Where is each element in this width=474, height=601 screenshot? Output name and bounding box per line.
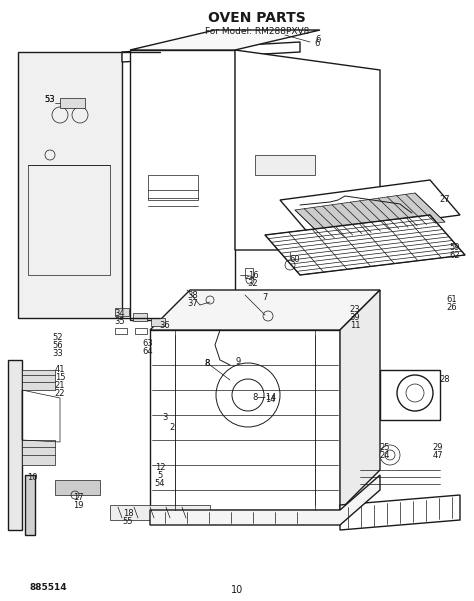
Text: 23: 23 xyxy=(350,305,360,314)
Polygon shape xyxy=(22,440,55,465)
Text: 8: 8 xyxy=(204,359,210,367)
Text: 32: 32 xyxy=(248,278,258,287)
Text: 8—14: 8—14 xyxy=(253,394,277,403)
Polygon shape xyxy=(150,330,340,510)
Bar xyxy=(133,313,147,321)
Bar xyxy=(255,155,315,175)
Polygon shape xyxy=(130,30,320,50)
Text: 15: 15 xyxy=(55,373,65,382)
Polygon shape xyxy=(130,50,235,320)
Text: 10: 10 xyxy=(231,585,243,595)
Text: 19: 19 xyxy=(73,501,83,510)
Text: 16: 16 xyxy=(248,270,258,279)
Text: 21: 21 xyxy=(55,382,65,391)
Text: 34: 34 xyxy=(115,308,125,317)
Polygon shape xyxy=(122,42,300,62)
Polygon shape xyxy=(380,370,440,420)
Text: 26: 26 xyxy=(447,304,457,313)
Text: For Model: RM288PXV8: For Model: RM288PXV8 xyxy=(205,26,309,35)
Text: 885514: 885514 xyxy=(30,584,68,593)
Text: 17: 17 xyxy=(73,492,83,501)
Text: 14: 14 xyxy=(265,395,275,404)
Polygon shape xyxy=(18,52,122,318)
Polygon shape xyxy=(235,50,380,250)
Text: 64: 64 xyxy=(143,347,153,356)
Text: 47: 47 xyxy=(433,451,443,460)
Polygon shape xyxy=(55,480,100,495)
Text: OVEN PARTS: OVEN PARTS xyxy=(208,11,306,25)
Text: 6: 6 xyxy=(314,38,319,47)
Text: 3: 3 xyxy=(162,413,168,423)
Text: 60: 60 xyxy=(290,255,301,264)
Text: 33: 33 xyxy=(53,350,64,359)
Text: 10: 10 xyxy=(27,472,37,481)
Text: 8: 8 xyxy=(204,359,210,367)
Text: 55: 55 xyxy=(123,516,133,525)
Text: 41: 41 xyxy=(55,365,65,374)
Text: 53: 53 xyxy=(45,96,55,105)
Text: 52: 52 xyxy=(53,334,63,343)
Bar xyxy=(115,328,127,334)
Text: 28: 28 xyxy=(440,376,450,385)
Text: 53: 53 xyxy=(45,96,55,105)
Bar xyxy=(110,505,210,520)
Polygon shape xyxy=(280,180,460,235)
Text: 5: 5 xyxy=(157,472,163,481)
Text: 9: 9 xyxy=(236,358,241,367)
Text: 22: 22 xyxy=(55,389,65,398)
Text: 37: 37 xyxy=(188,299,199,308)
Polygon shape xyxy=(295,193,445,239)
Polygon shape xyxy=(150,475,380,525)
Text: 18: 18 xyxy=(123,508,133,517)
Text: 2: 2 xyxy=(169,423,174,432)
Text: 7: 7 xyxy=(262,293,268,302)
Text: 24: 24 xyxy=(380,451,390,460)
Text: 6: 6 xyxy=(315,35,321,44)
Text: 25: 25 xyxy=(380,442,390,451)
Polygon shape xyxy=(340,495,460,530)
Bar xyxy=(245,268,253,278)
Polygon shape xyxy=(8,360,22,530)
Text: 39: 39 xyxy=(350,314,360,323)
Bar xyxy=(148,175,198,200)
Polygon shape xyxy=(150,290,380,330)
Text: 35: 35 xyxy=(115,317,125,326)
Bar xyxy=(151,318,165,326)
Text: 11: 11 xyxy=(350,322,360,331)
Polygon shape xyxy=(265,215,465,275)
Text: 61: 61 xyxy=(447,296,457,305)
Polygon shape xyxy=(22,370,55,390)
Text: 38: 38 xyxy=(188,290,199,299)
Bar xyxy=(115,308,129,316)
Text: 59: 59 xyxy=(450,243,460,252)
Bar xyxy=(60,98,85,108)
Text: 62: 62 xyxy=(450,251,460,260)
Text: 54: 54 xyxy=(155,480,165,489)
Bar xyxy=(25,475,35,535)
Bar xyxy=(28,165,110,275)
Text: 27: 27 xyxy=(440,195,450,204)
Text: 12: 12 xyxy=(155,463,165,472)
Bar xyxy=(135,328,147,334)
Text: 63: 63 xyxy=(143,338,154,347)
Text: 29: 29 xyxy=(433,442,443,451)
Text: 36: 36 xyxy=(160,320,170,329)
Circle shape xyxy=(380,445,400,465)
Text: 56: 56 xyxy=(53,341,64,350)
Polygon shape xyxy=(340,290,380,510)
